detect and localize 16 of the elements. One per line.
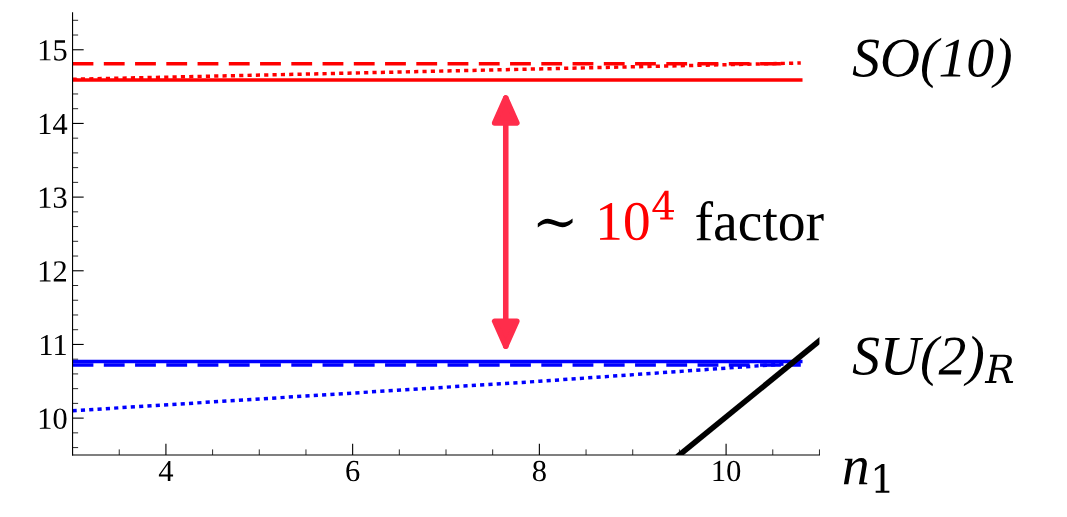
y-tick-label: 10	[39, 408, 67, 430]
x-tick-label: 10	[713, 460, 741, 482]
y-tick-label: 15	[39, 40, 67, 61]
series-label: SU(2)$_{R}$	[852, 335, 1014, 387]
series-label: SO(10)	[852, 37, 1011, 89]
x-tick-label: 4	[158, 460, 174, 482]
y-tick-label: 12	[39, 261, 67, 282]
y-tick-label: 14	[39, 113, 68, 135]
annotation: ∼	[537, 218, 573, 228]
y-tick-label: 11	[40, 334, 66, 356]
x-tick-label: 8	[532, 460, 546, 482]
x-tick-label: 6	[346, 460, 360, 482]
y-tick-label: 13	[39, 187, 67, 209]
x-axis-title: n$_{1}$	[843, 458, 890, 493]
annotation: 10$^{4}$	[600, 190, 674, 241]
annotation: factor	[696, 201, 824, 241]
